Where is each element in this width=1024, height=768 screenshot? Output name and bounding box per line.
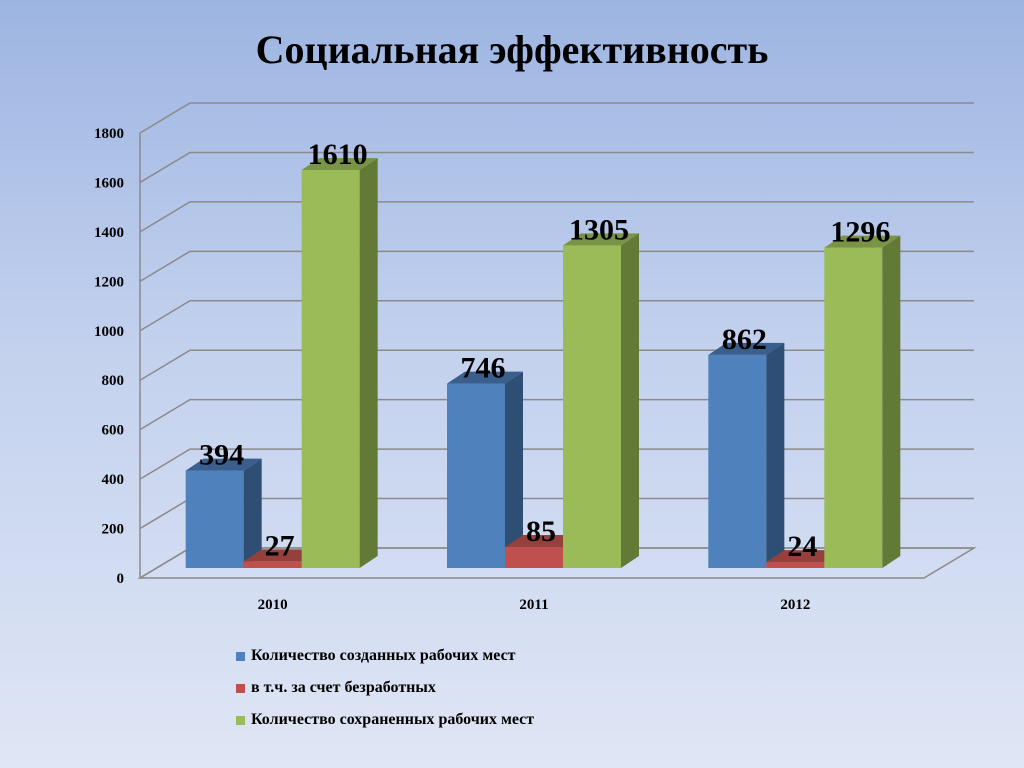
bar-top [301,157,378,170]
bar [447,383,505,568]
gridline [139,201,974,233]
y-tick-label: 1200 [94,274,124,290]
bar-side [621,233,639,568]
gridline [139,151,974,184]
bar [766,562,825,568]
bar [185,470,244,568]
data-label: 746 [461,352,506,385]
data-label: 394 [199,439,244,472]
legend: Количество созданных рабочих мест в т.ч.… [236,646,534,742]
bar-chart-3d: 0 200 400 600 800 1000 1200 1400 1600 1800 2010 394… [94,102,977,613]
legend-swatch-created [236,652,245,661]
gridline [139,250,974,282]
y-tick-label: 1400 [94,225,124,241]
x-tick-label: 2010 [258,597,288,613]
data-label: 27 [265,529,295,562]
bar [708,354,767,568]
bar-side [882,235,901,568]
data-label: 24 [787,530,817,563]
data-label: 1305 [569,213,629,246]
legend-item-saved: Количество сохраненных рабочих мест [236,710,534,742]
bar-top [766,550,843,563]
y-tick-label: 1600 [94,175,124,191]
y-tick-label: 0 [117,571,125,587]
data-label: 1610 [308,138,368,171]
data-label: 85 [526,515,556,548]
x-tick-label: 2012 [780,597,810,613]
gridline [139,102,974,134]
bar-side [243,458,262,568]
bar-top [824,235,901,248]
data-label: 862 [722,323,767,356]
chart-title: Социальная эффективность [255,27,769,72]
legend-label-unemployed: в т.ч. за счет безработных [251,679,436,696]
data-label: 1296 [830,216,890,249]
legend-swatch-unemployed [236,684,245,693]
y-tick-label: 1000 [94,324,124,340]
bar-top [243,549,320,562]
bar-top [563,233,639,246]
x-tick-label: 2011 [519,597,548,613]
y-tick-label: 400 [102,472,125,488]
legend-swatch-saved [236,716,245,725]
bar-top [185,458,262,471]
legend-label-created: Количество созданных рабочих мест [251,647,516,664]
gridline [139,300,974,332]
bar-side [766,342,785,568]
y-tick-label: 200 [102,522,125,538]
bar-side [359,157,378,568]
bar [563,245,621,568]
bar [824,247,883,568]
bar-top [708,342,785,355]
legend-label-saved: Количество сохраненных рабочих мест [251,711,535,728]
bar-top [447,371,523,384]
y-tick-label: 800 [102,373,125,389]
gridline [139,349,974,381]
bar-top [505,534,581,547]
legend-item-created: Количество созданных рабочих мест [236,646,534,678]
bar-side [505,371,523,568]
legend-item-unemployed: в т.ч. за счет безработных [236,678,534,710]
bar [301,169,360,568]
bar [243,561,302,568]
y-tick-label: 600 [102,423,125,439]
bar [505,546,563,568]
y-tick-label: 1800 [94,126,124,142]
